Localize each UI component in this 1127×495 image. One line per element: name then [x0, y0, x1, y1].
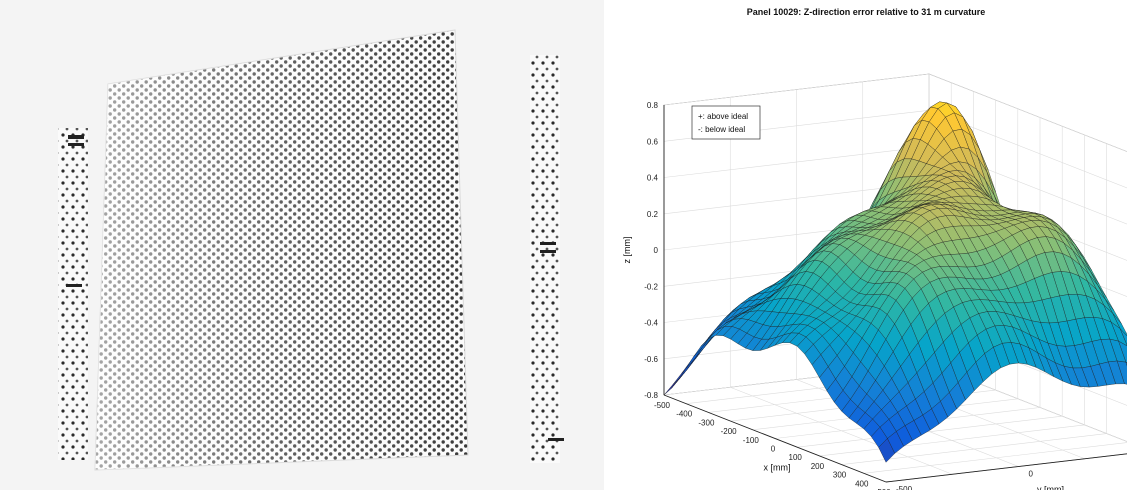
- right-strip: [530, 55, 560, 463]
- chart-legend: +: above ideal -: below ideal: [692, 106, 760, 139]
- y-tick-label: 0: [1029, 470, 1034, 479]
- z-tick-label: 0: [654, 246, 659, 255]
- x-tick-label: 0: [771, 445, 776, 454]
- z-tick-label: 0.8: [647, 101, 659, 110]
- z-tick-label: 0.4: [647, 174, 659, 183]
- left-strip: [58, 128, 88, 460]
- x-tick-label: 300: [833, 471, 847, 480]
- legend-entry-above: +: above ideal: [698, 112, 748, 121]
- z-tick-label: -0.2: [644, 282, 658, 291]
- z-axis-label: z [mm]: [622, 237, 632, 264]
- x-tick-label: 400: [855, 479, 869, 488]
- z-tick-label: -0.6: [644, 355, 658, 364]
- x-tick-label: -400: [676, 410, 693, 419]
- perforated-panel-photo: [0, 0, 604, 490]
- surface-plot-svg: Panel 10029: Z-direction error relative …: [606, 0, 1127, 490]
- y-tick-label: -500: [896, 485, 913, 490]
- panel-photo: [0, 0, 604, 490]
- z-tick-label: 0.2: [647, 210, 659, 219]
- x-tick-label: 100: [789, 453, 803, 462]
- surface-chart: Panel 10029: Z-direction error relative …: [606, 0, 1127, 490]
- x-tick-label: -300: [698, 418, 715, 427]
- x-axis-label: x [mm]: [764, 463, 791, 473]
- x-tick-label: -500: [654, 401, 671, 410]
- chart-title: Panel 10029: Z-direction error relative …: [747, 7, 986, 17]
- z-tick-label: -0.8: [644, 391, 658, 400]
- x-tick-label: -200: [721, 427, 738, 436]
- x-tick-label: 200: [811, 462, 825, 471]
- legend-entry-below: -: below ideal: [698, 125, 745, 134]
- x-tick-label: -100: [743, 436, 760, 445]
- y-axis-label: y [mm]: [1037, 485, 1064, 491]
- z-tick-label: -0.4: [644, 319, 658, 328]
- z-tick-label: 0.6: [647, 137, 659, 146]
